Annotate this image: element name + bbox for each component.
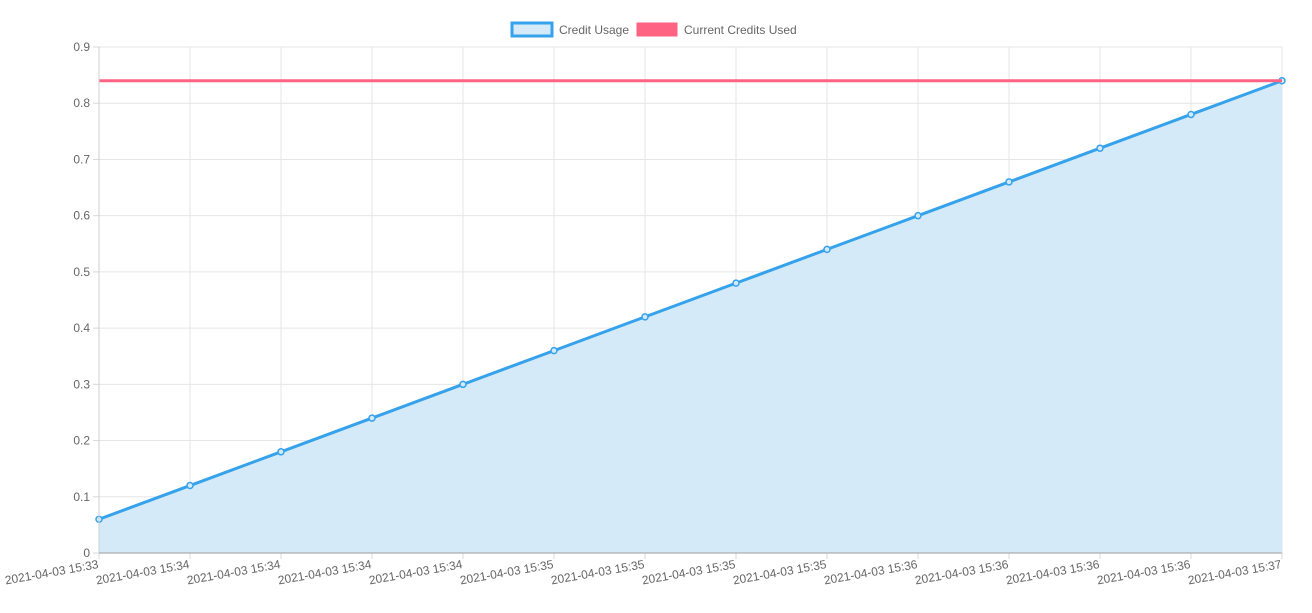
y-tick-label: 0.8: [73, 96, 90, 110]
data-point[interactable]: [641, 313, 649, 321]
y-tick-label: 0.7: [73, 152, 90, 166]
data-point[interactable]: [732, 279, 740, 287]
y-tick-label: 0: [83, 546, 90, 560]
x-tick-label: 2021-04-03 15:35: [641, 557, 737, 587]
data-point[interactable]: [368, 414, 376, 422]
data-point[interactable]: [277, 448, 285, 456]
legend-label-current-credits-used[interactable]: Current Credits Used: [684, 23, 797, 37]
x-tick-label: 2021-04-03 15:36: [1096, 557, 1192, 587]
x-tick-label: 2021-04-03 15:35: [550, 557, 646, 587]
data-point[interactable]: [550, 346, 558, 355]
x-tick-label: 2021-04-03 15:34: [186, 557, 282, 587]
data-point[interactable]: [459, 380, 467, 389]
data-point[interactable]: [1005, 178, 1013, 186]
y-tick-label: 0.4: [73, 321, 90, 335]
x-tick-label: 2021-04-03 15:36: [823, 557, 919, 587]
y-tick-label: 0.5: [73, 265, 90, 279]
x-tick-label: 2021-04-03 15:36: [914, 557, 1010, 587]
y-tick-label: 0.3: [73, 377, 90, 391]
y-tick-label: 0.6: [73, 209, 90, 223]
legend-label-credit-usage[interactable]: Credit Usage: [559, 23, 629, 37]
y-tick-label: 0.2: [73, 434, 90, 448]
data-point[interactable]: [1096, 144, 1104, 152]
x-tick-label: 2021-04-03 15:35: [459, 557, 555, 587]
y-tick-label: 0.9: [73, 40, 90, 54]
data-point[interactable]: [914, 211, 922, 220]
x-tick-label: 2021-04-03 15:34: [368, 557, 464, 587]
axes: [93, 46, 1283, 559]
x-tick-label: 2021-04-03 15:34: [277, 557, 373, 587]
legend: Credit Usage Current Credits Used: [510, 21, 797, 38]
x-tick-label: 2021-04-03 15:35: [732, 557, 828, 587]
data-point[interactable]: [1187, 110, 1195, 119]
series-layer: [95, 76, 1286, 553]
data-point[interactable]: [186, 481, 194, 490]
y-tick-label: 0.1: [73, 490, 90, 504]
x-tick-label: 2021-04-03 15:34: [95, 557, 191, 587]
series-area-credit-usage: [99, 80, 1282, 553]
legend-swatch-credit-usage[interactable]: [510, 21, 554, 38]
x-tick-label: 2021-04-03 15:33: [4, 557, 100, 587]
data-point[interactable]: [823, 245, 831, 254]
series-line-credit-usage: [98, 79, 1283, 521]
legend-swatch-current-credits-used[interactable]: [636, 22, 678, 37]
x-tick-label: 2021-04-03 15:37: [1187, 557, 1283, 587]
x-tick-label: 2021-04-03 15:36: [1005, 557, 1101, 587]
